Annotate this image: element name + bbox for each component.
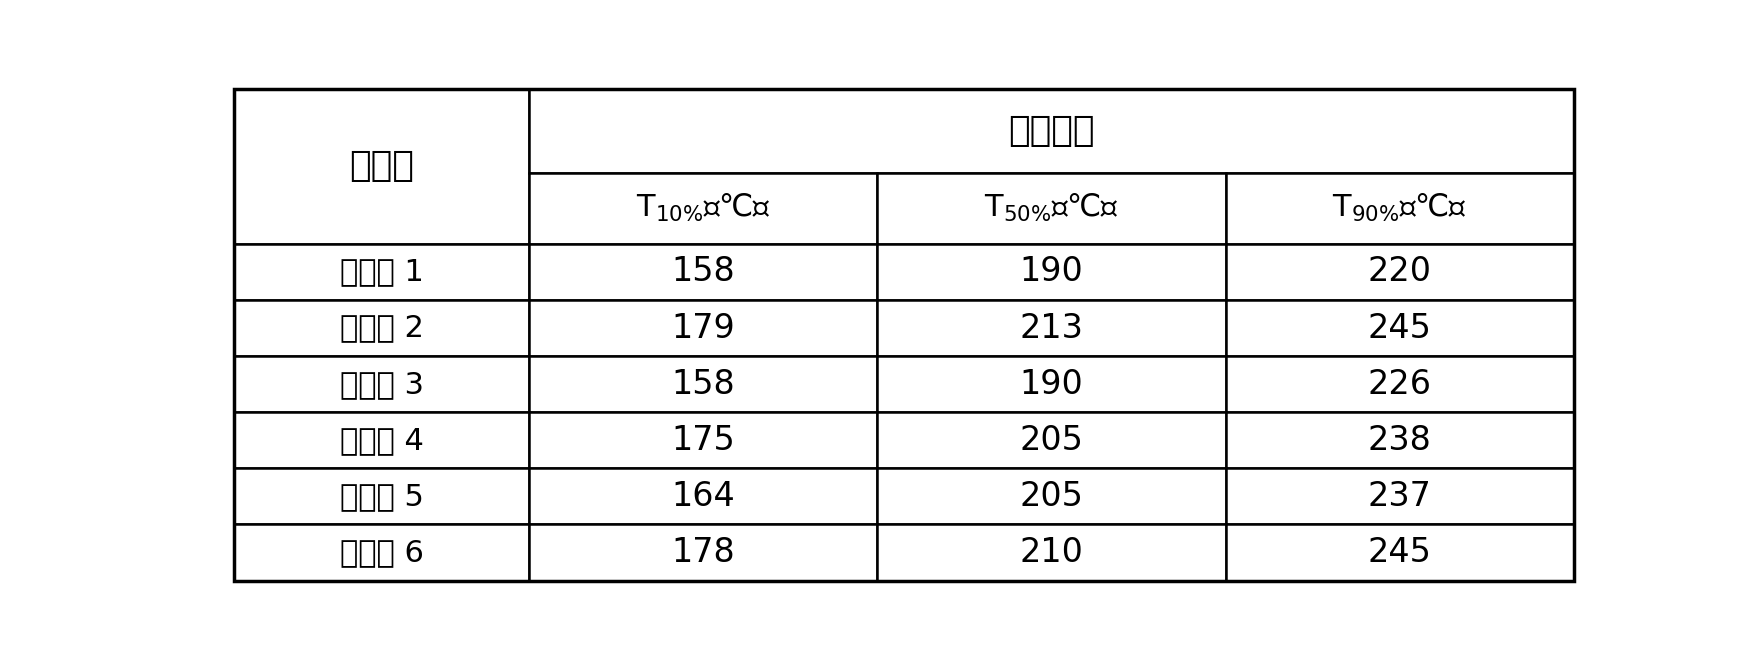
- Text: 205: 205: [1020, 424, 1083, 457]
- Text: 实施例 1: 实施例 1: [340, 257, 423, 286]
- Bar: [877, 300, 1226, 356]
- Bar: [235, 468, 529, 524]
- Bar: [877, 468, 1226, 524]
- Bar: [235, 300, 529, 356]
- Text: 实施例 5: 实施例 5: [340, 482, 423, 511]
- Text: 实施例 3: 实施例 3: [339, 370, 423, 399]
- Bar: [877, 524, 1226, 580]
- Bar: [529, 412, 877, 468]
- Bar: [877, 244, 1226, 300]
- Text: 158: 158: [672, 255, 736, 288]
- Text: 催化剂: 催化剂: [349, 149, 415, 184]
- Text: 158: 158: [672, 368, 736, 401]
- Bar: [529, 89, 1573, 172]
- Bar: [529, 244, 877, 300]
- Bar: [529, 172, 877, 244]
- Text: T$_{\mathregular{90\%}}$（℃）: T$_{\mathregular{90\%}}$（℃）: [1332, 192, 1468, 224]
- Bar: [1226, 172, 1573, 244]
- Text: 190: 190: [1020, 368, 1083, 401]
- Text: 179: 179: [672, 312, 736, 345]
- Bar: [235, 356, 529, 412]
- Bar: [877, 356, 1226, 412]
- Bar: [529, 356, 877, 412]
- Bar: [1226, 244, 1573, 300]
- Bar: [877, 412, 1226, 468]
- Text: 210: 210: [1020, 536, 1083, 569]
- Bar: [529, 524, 877, 580]
- Text: 226: 226: [1367, 368, 1432, 401]
- Text: 220: 220: [1367, 255, 1432, 288]
- Bar: [529, 300, 877, 356]
- Bar: [1226, 356, 1573, 412]
- Text: 178: 178: [672, 536, 736, 569]
- Bar: [877, 172, 1226, 244]
- Text: 245: 245: [1367, 312, 1432, 345]
- Text: 转化温度: 转化温度: [1009, 114, 1095, 148]
- Bar: [235, 89, 529, 244]
- Bar: [1226, 468, 1573, 524]
- Text: 175: 175: [672, 424, 736, 457]
- Bar: [529, 468, 877, 524]
- Text: 213: 213: [1020, 312, 1083, 345]
- Text: T$_{\mathregular{50\%}}$（℃）: T$_{\mathregular{50\%}}$（℃）: [984, 192, 1118, 224]
- Text: 164: 164: [672, 480, 736, 513]
- Text: 245: 245: [1367, 536, 1432, 569]
- Bar: [1226, 524, 1573, 580]
- Text: 238: 238: [1367, 424, 1432, 457]
- Bar: [1226, 300, 1573, 356]
- Text: T$_{\mathregular{10\%}}$（℃）: T$_{\mathregular{10\%}}$（℃）: [635, 192, 771, 224]
- Text: 237: 237: [1367, 480, 1432, 513]
- Text: 实施例 4: 实施例 4: [340, 426, 423, 455]
- Bar: [235, 524, 529, 580]
- Bar: [235, 244, 529, 300]
- Text: 205: 205: [1020, 480, 1083, 513]
- Bar: [235, 412, 529, 468]
- Text: 190: 190: [1020, 255, 1083, 288]
- Text: 实施例 2: 实施例 2: [340, 314, 423, 343]
- Bar: [1226, 412, 1573, 468]
- Text: 实施例 6: 实施例 6: [340, 538, 423, 567]
